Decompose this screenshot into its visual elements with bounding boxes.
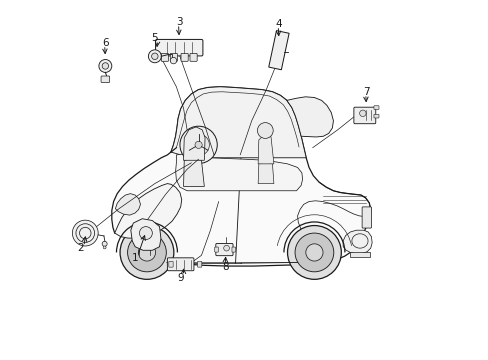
Polygon shape <box>171 87 305 158</box>
Circle shape <box>294 233 333 272</box>
FancyBboxPatch shape <box>181 53 188 61</box>
Circle shape <box>195 141 202 148</box>
Text: 4: 4 <box>275 19 282 29</box>
Text: 1: 1 <box>131 253 138 263</box>
FancyBboxPatch shape <box>231 247 235 252</box>
Polygon shape <box>286 97 333 137</box>
FancyBboxPatch shape <box>155 40 203 56</box>
FancyBboxPatch shape <box>161 53 168 61</box>
Circle shape <box>223 245 229 251</box>
Circle shape <box>287 226 341 279</box>
Circle shape <box>103 246 106 249</box>
Circle shape <box>180 126 217 163</box>
Text: 5: 5 <box>151 33 158 43</box>
Text: 2: 2 <box>78 243 84 253</box>
FancyBboxPatch shape <box>214 247 218 252</box>
Circle shape <box>257 123 273 138</box>
Circle shape <box>139 226 152 239</box>
FancyBboxPatch shape <box>167 258 194 271</box>
Text: 8: 8 <box>222 262 229 272</box>
Polygon shape <box>258 134 273 164</box>
Circle shape <box>138 244 155 261</box>
FancyBboxPatch shape <box>190 53 197 61</box>
Polygon shape <box>115 194 140 215</box>
FancyBboxPatch shape <box>168 261 173 267</box>
Text: 6: 6 <box>102 38 108 48</box>
Circle shape <box>305 244 323 261</box>
Circle shape <box>102 63 108 69</box>
Circle shape <box>102 241 107 246</box>
Circle shape <box>148 50 161 63</box>
FancyBboxPatch shape <box>362 207 371 228</box>
FancyBboxPatch shape <box>197 261 202 267</box>
Text: 3: 3 <box>176 17 182 27</box>
Circle shape <box>359 110 366 117</box>
Circle shape <box>170 57 176 64</box>
Polygon shape <box>268 31 288 70</box>
Polygon shape <box>115 184 182 238</box>
Text: 9: 9 <box>177 273 183 283</box>
FancyBboxPatch shape <box>170 53 177 61</box>
FancyBboxPatch shape <box>353 107 375 124</box>
FancyBboxPatch shape <box>101 76 109 82</box>
Polygon shape <box>258 162 273 184</box>
Polygon shape <box>183 158 204 186</box>
Polygon shape <box>183 127 204 160</box>
FancyBboxPatch shape <box>373 114 378 118</box>
Circle shape <box>72 220 98 246</box>
Bar <box>349 252 369 257</box>
Polygon shape <box>112 87 370 266</box>
Circle shape <box>120 226 174 279</box>
Circle shape <box>151 53 158 59</box>
Circle shape <box>187 134 209 156</box>
FancyBboxPatch shape <box>373 106 378 109</box>
Polygon shape <box>343 230 371 253</box>
Text: 7: 7 <box>363 87 369 97</box>
Polygon shape <box>175 154 302 191</box>
Polygon shape <box>131 219 161 250</box>
Circle shape <box>127 233 166 272</box>
Circle shape <box>99 59 112 72</box>
FancyBboxPatch shape <box>215 243 233 256</box>
